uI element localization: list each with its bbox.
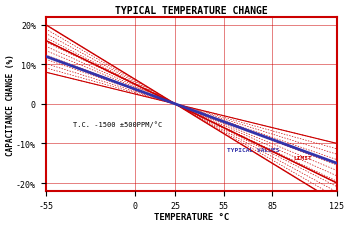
Text: LIMIT: LIMIT [293,155,312,160]
Title: TYPICAL TEMPERATURE CHANGE: TYPICAL TEMPERATURE CHANGE [115,5,268,15]
Y-axis label: CAPACITANCE CHANGE (%): CAPACITANCE CHANGE (%) [6,54,15,155]
Text: T.C. -1500 ±500PPM/°C: T.C. -1500 ±500PPM/°C [73,121,162,127]
X-axis label: TEMPERATURE °C: TEMPERATURE °C [154,212,229,222]
Text: TYPICAL VALUES: TYPICAL VALUES [227,147,279,152]
